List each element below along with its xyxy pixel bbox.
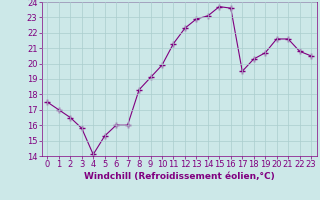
X-axis label: Windchill (Refroidissement éolien,°C): Windchill (Refroidissement éolien,°C)	[84, 172, 275, 181]
